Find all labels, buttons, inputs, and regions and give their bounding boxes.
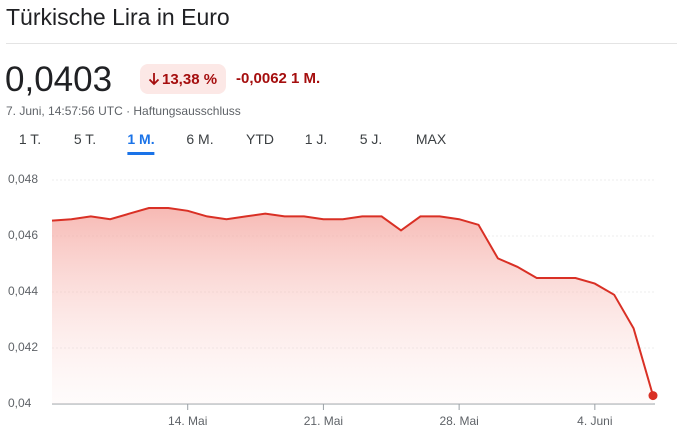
x-tick-label: 14. Mai — [168, 414, 207, 428]
last-point — [648, 391, 658, 401]
down-arrow — [148, 73, 160, 86]
y-tick-label: 0,042 — [8, 340, 38, 354]
change-percent: 13,38 % — [162, 70, 218, 88]
line — [51, 207, 654, 396]
y-tick-label: 0,04 — [8, 396, 32, 410]
y-tick-label: 0,046 — [8, 228, 38, 242]
range-tab[interactable]: MAX — [415, 131, 447, 147]
change-value: -0,0062 1 M. — [236, 70, 321, 87]
range-tab[interactable]: 1 M. — [127, 131, 155, 155]
range-tab[interactable]: 1 J. — [304, 131, 328, 147]
y-tick-label: 0,044 — [8, 284, 38, 298]
x-tick-label: 4. Juni — [577, 414, 612, 428]
x-tick-label: 28. Mai — [439, 414, 478, 428]
price: 0,0403 — [5, 60, 113, 99]
area — [52, 208, 653, 404]
timestamp: 7. Juni, 14:57:56 UTC · Haftungsausschlu… — [6, 104, 241, 118]
change-badge: 13,38 % — [140, 64, 227, 94]
divider — [6, 43, 677, 44]
range-tab[interactable]: 5 T. — [73, 131, 97, 147]
x-tick-label: 21. Mai — [304, 414, 343, 428]
range-tab[interactable]: 5 J. — [359, 131, 383, 147]
title: Türkische Lira in Euro — [6, 4, 230, 30]
y-tick-label: 0,048 — [8, 172, 38, 186]
range-tab[interactable]: YTD — [246, 131, 274, 147]
range-tab[interactable]: 6 M. — [186, 131, 214, 147]
range-tab[interactable]: 1 T. — [18, 131, 42, 147]
